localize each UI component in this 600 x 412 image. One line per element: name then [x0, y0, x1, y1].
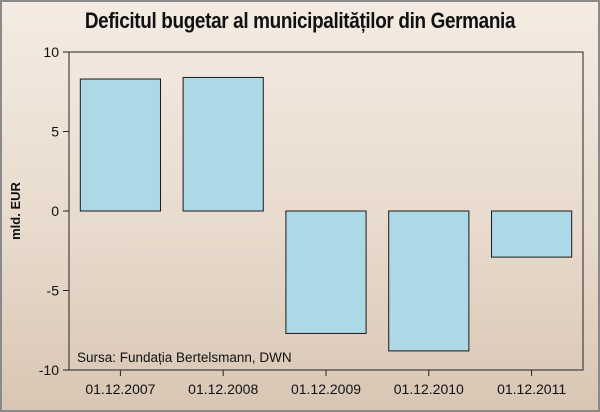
x-tick-label: 01.12.2008 — [188, 381, 258, 397]
y-tick-label: 0 — [51, 203, 59, 219]
x-tick-label: 01.12.2011 — [497, 381, 566, 397]
x-axis: 01.12.2007 01.12.2008 01.12.2009 01.12.2010… — [85, 370, 566, 397]
bar-01.12.2009 — [285, 210, 367, 334]
y-axis-label: mld. EUR — [8, 182, 23, 240]
y-tick-label: -10 — [39, 362, 59, 378]
y-axis: 10 5 0 -5 -10 — [39, 44, 69, 378]
bar-01.12.2010 — [388, 210, 470, 352]
source-note: Sursa: Fundația Bertelsmann, DWN — [77, 350, 292, 365]
y-tick-label: 5 — [51, 124, 59, 140]
bars — [79, 76, 573, 352]
bar-01.12.2011 — [491, 210, 573, 258]
bar-01.12.2008 — [182, 76, 264, 212]
y-tick-label: 10 — [43, 44, 59, 60]
y-tick-label: -5 — [47, 283, 60, 299]
x-tick-label: 01.12.2009 — [291, 381, 361, 397]
x-tick-label: 01.12.2007 — [85, 381, 155, 397]
x-tick-label: 01.12.2010 — [394, 381, 464, 397]
bar-01.12.2007 — [79, 78, 161, 212]
chart-title: Deficitul bugetar al municipalităților d… — [84, 8, 516, 33]
